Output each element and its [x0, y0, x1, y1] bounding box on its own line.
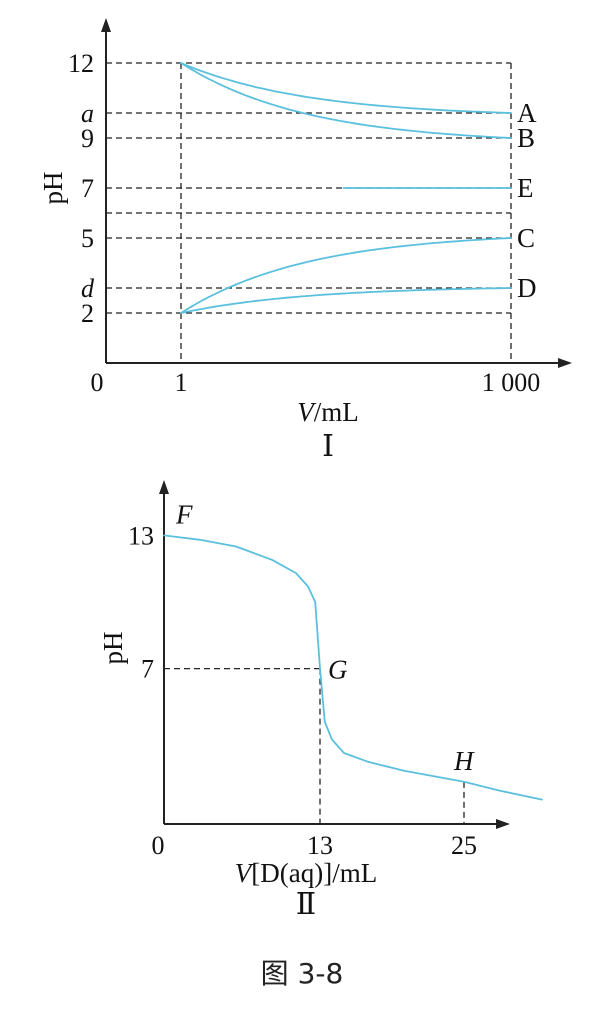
- series-label-B: B: [517, 123, 535, 153]
- x-tick-label: 25: [451, 831, 477, 860]
- x-tick-label: 0: [152, 831, 165, 860]
- x-axis-arrow: [558, 358, 572, 368]
- y-tick-label: 9: [81, 124, 94, 153]
- x-tick-label: 13: [307, 831, 333, 860]
- x-tick-label: 1: [175, 368, 188, 397]
- figure-caption: 图 3-8: [261, 957, 344, 990]
- series-label-E: E: [517, 173, 534, 203]
- caption-area: 图 3-8: [261, 957, 344, 990]
- y-tick-label: 7: [81, 174, 94, 203]
- y-tick-label: 13: [128, 521, 154, 550]
- x-axis-arrow: [496, 819, 510, 829]
- series-line-D: [180, 287, 512, 314]
- y-tick-label: 2: [81, 299, 94, 328]
- panel-label: Ⅱ: [296, 888, 316, 921]
- series-line-A: [180, 62, 512, 114]
- series-line-B: [180, 62, 512, 139]
- panel-label: Ⅰ: [322, 430, 334, 463]
- series-line-C: [180, 237, 512, 314]
- x-tick-label: 1 000: [482, 368, 541, 397]
- series-label-C: C: [517, 223, 535, 253]
- x-tick-label: 0: [91, 368, 104, 397]
- y-tick-label: a: [81, 99, 94, 128]
- y-axis-arrow: [101, 18, 111, 32]
- x-axis-label: V[D(aq)]/mL: [235, 858, 377, 888]
- series-label-A: A: [517, 98, 537, 128]
- point-label-G: G: [328, 655, 348, 685]
- y-tick-label: 7: [141, 655, 154, 684]
- y-axis-label: pH: [98, 632, 128, 665]
- y-tick-label: 5: [81, 224, 94, 253]
- point-label-H: H: [453, 746, 475, 776]
- y-axis-arrow: [159, 480, 169, 494]
- point-label-F: F: [175, 499, 193, 529]
- titration-curve: [163, 534, 543, 801]
- series-label-D: D: [517, 273, 537, 303]
- y-axis-label: pH: [38, 172, 68, 205]
- x-axis-label: V/mL: [297, 397, 359, 427]
- y-tick-label: 12: [68, 49, 94, 78]
- y-tick-label: d: [81, 274, 95, 303]
